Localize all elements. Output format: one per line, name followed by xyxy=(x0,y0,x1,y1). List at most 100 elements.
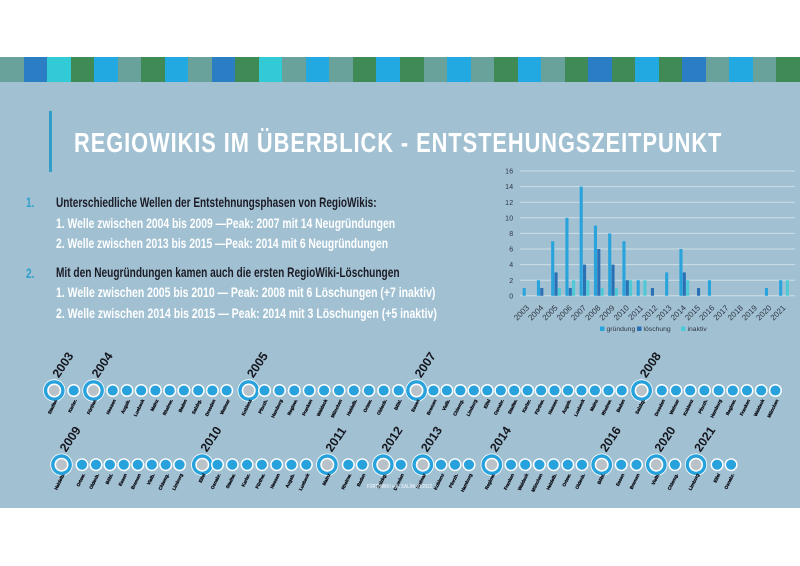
svg-text:Franken: Franken xyxy=(503,473,515,491)
svg-text:gründung: gründung xyxy=(607,326,636,333)
svg-text:Heidelb.: Heidelb. xyxy=(346,399,358,417)
svg-text:Baden: Baden xyxy=(356,473,367,488)
svg-text:Luebeck: Luebeck xyxy=(298,472,311,491)
svg-text:2021: 2021 xyxy=(769,303,788,322)
svg-text:München: München xyxy=(530,473,543,493)
svg-text:Eifel: Eifel xyxy=(198,473,207,484)
svg-text:Böbl.: Böbl. xyxy=(105,473,114,485)
svg-text:Heidelb.: Heidelb. xyxy=(53,473,65,491)
svg-text:Salzbg.: Salzbg. xyxy=(376,473,387,489)
svg-text:Pforzh.: Pforzh. xyxy=(697,399,708,415)
svg-text:Bremen: Bremen xyxy=(629,473,641,490)
svg-text:Hessen: Hessen xyxy=(547,398,559,415)
svg-text:Vielb.: Vielb. xyxy=(651,473,661,486)
svg-text:8: 8 xyxy=(509,231,513,238)
svg-text:2013: 2013 xyxy=(418,424,445,455)
svg-text:Koblenz: Koblenz xyxy=(682,398,694,417)
svg-text:Eifel: Eifel xyxy=(483,399,492,410)
svg-text:Oldenb.: Oldenb. xyxy=(88,473,100,490)
svg-text:Pforzh.: Pforzh. xyxy=(257,399,268,415)
svg-text:München: München xyxy=(766,398,779,418)
svg-text:Waldeck: Waldeck xyxy=(517,472,530,491)
svg-text:6: 6 xyxy=(509,247,513,254)
svg-text:Osnabr.: Osnabr. xyxy=(493,399,505,416)
svg-text:inaktiv: inaktiv xyxy=(688,326,708,333)
svg-text:Eifel: Eifel xyxy=(713,473,722,484)
svg-text:2016: 2016 xyxy=(597,424,624,455)
svg-text:München: München xyxy=(330,398,343,418)
svg-text:Salzbg.: Salzbg. xyxy=(191,399,202,415)
svg-text:2010: 2010 xyxy=(198,424,225,455)
svg-text:Ortsw.: Ortsw. xyxy=(561,473,572,488)
svg-text:Vielb.: Vielb. xyxy=(146,473,156,486)
svg-text:2004: 2004 xyxy=(89,350,116,381)
svg-text:löschung: löschung xyxy=(644,326,671,333)
svg-text:Fürthw.: Fürthw. xyxy=(86,399,98,416)
svg-text:Regiow.: Regiow. xyxy=(286,399,298,417)
svg-text:Vielb.: Vielb. xyxy=(441,399,451,412)
svg-text:Regiow.: Regiow. xyxy=(484,473,496,491)
svg-text:Bremen: Bremen xyxy=(130,473,142,490)
svg-text:Limburg: Limburg xyxy=(171,473,183,492)
svg-text:Dresden: Dresden xyxy=(204,398,216,417)
svg-text:14: 14 xyxy=(505,184,513,191)
svg-text:Karlsr.: Karlsr. xyxy=(521,399,532,414)
svg-text:2021: 2021 xyxy=(691,424,718,455)
svg-text:Bremen: Bremen xyxy=(426,398,438,415)
svg-text:10: 10 xyxy=(505,215,513,222)
svg-text:Limburg: Limburg xyxy=(688,473,700,492)
svg-text:Luebeck: Luebeck xyxy=(133,398,146,417)
svg-text:Rheinw.: Rheinw. xyxy=(162,399,174,417)
svg-text:Chiemg.: Chiemg. xyxy=(158,473,170,491)
svg-text:Chiemg.: Chiemg. xyxy=(452,399,464,417)
svg-text:16: 16 xyxy=(505,169,513,176)
svg-text:Dresden: Dresden xyxy=(654,398,666,417)
svg-text:Hamburg: Hamburg xyxy=(270,398,283,418)
svg-text:Ortsw.: Ortsw. xyxy=(76,473,87,488)
svg-text:Karlsr.: Karlsr. xyxy=(241,473,252,488)
svg-text:Augsb.: Augsb. xyxy=(284,473,295,489)
svg-text:2011: 2011 xyxy=(323,424,350,454)
svg-text:Koblenz: Koblenz xyxy=(241,398,253,417)
svg-text:Augsb.: Augsb. xyxy=(561,399,572,415)
svg-text:Osnabr.: Osnabr. xyxy=(723,473,735,490)
svg-text:Franken: Franken xyxy=(301,398,313,416)
svg-text:2007: 2007 xyxy=(412,350,439,381)
svg-text:Rheinw.: Rheinw. xyxy=(340,473,352,491)
svg-text:Hessen: Hessen xyxy=(105,398,117,415)
svg-text:Salzbg.: Salzbg. xyxy=(634,399,645,415)
svg-text:Ortsw.: Ortsw. xyxy=(362,399,373,414)
svg-text:Essen: Essen xyxy=(410,398,420,412)
svg-text:Weimar: Weimar xyxy=(669,398,681,415)
svg-text:Stadtw.: Stadtw. xyxy=(225,473,236,489)
svg-text:2: 2 xyxy=(509,278,513,285)
svg-text:Limburg: Limburg xyxy=(466,398,478,417)
svg-text:Waldeck: Waldeck xyxy=(316,398,329,417)
svg-text:Mainz: Mainz xyxy=(321,472,331,486)
svg-text:Essen: Essen xyxy=(118,473,128,487)
svg-text:2008: 2008 xyxy=(637,350,664,381)
svg-text:Baden: Baden xyxy=(615,398,626,413)
svg-text:Waldeck: Waldeck xyxy=(753,398,766,417)
svg-text:Stadtw.: Stadtw. xyxy=(507,399,518,415)
svg-text:Fürthw.: Fürthw. xyxy=(534,399,546,416)
svg-text:2014: 2014 xyxy=(487,424,514,455)
svg-text:2012: 2012 xyxy=(379,424,406,455)
svg-text:0: 0 xyxy=(509,293,513,300)
svg-text:Luebeck: Luebeck xyxy=(573,398,586,417)
svg-text:Baden: Baden xyxy=(177,398,188,413)
svg-text:Stadtw.: Stadtw. xyxy=(47,399,58,415)
svg-text:12: 12 xyxy=(505,200,513,207)
svg-text:Weimar: Weimar xyxy=(219,398,231,415)
svg-text:Heidelb.: Heidelb. xyxy=(546,473,558,491)
svg-text:2005: 2005 xyxy=(244,350,271,381)
svg-text:Franken: Franken xyxy=(739,398,751,416)
svg-text:Rheinw.: Rheinw. xyxy=(601,399,613,417)
svg-text:Augsb.: Augsb. xyxy=(120,399,131,415)
svg-text:4: 4 xyxy=(509,262,513,269)
svg-text:Essen: Essen xyxy=(615,473,625,487)
svg-text:Weimar: Weimar xyxy=(415,473,427,490)
svg-text:Hamburg: Hamburg xyxy=(710,398,723,418)
svg-text:Böbl.: Böbl. xyxy=(596,473,605,485)
svg-text:2009: 2009 xyxy=(57,424,84,455)
